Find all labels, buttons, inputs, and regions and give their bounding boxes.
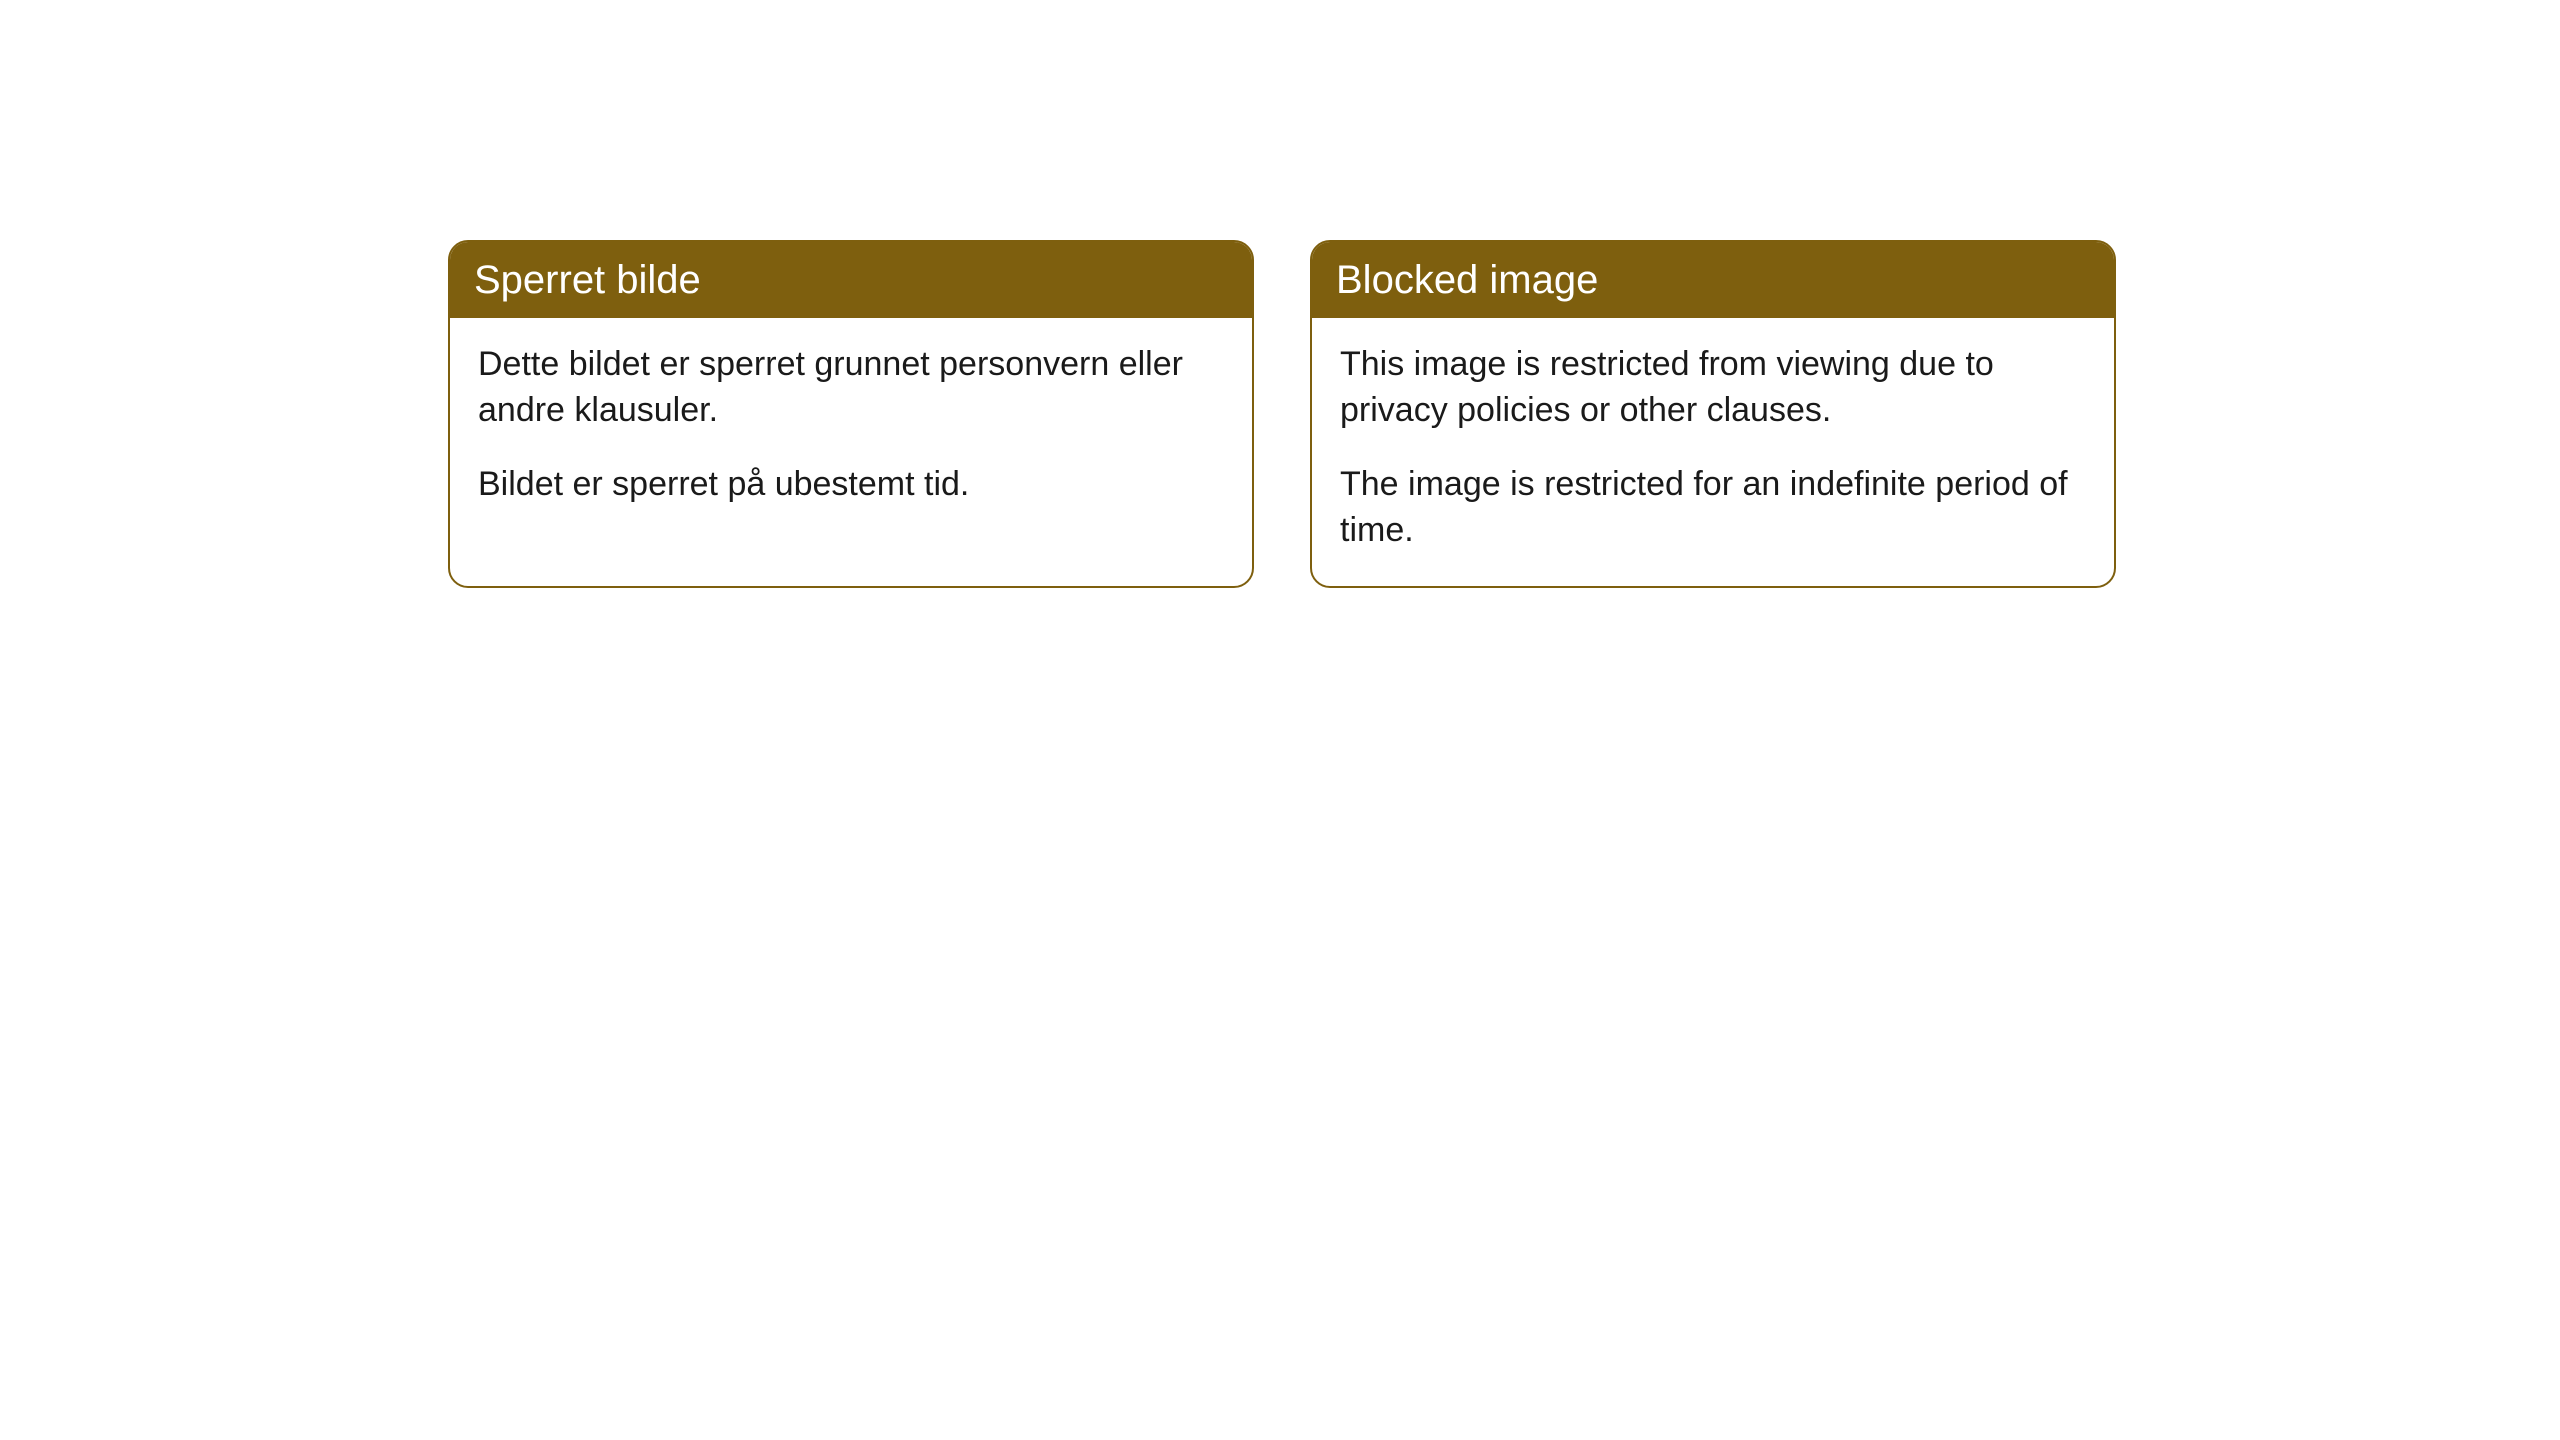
card-header-english: Blocked image [1312, 242, 2114, 318]
card-body-norwegian: Dette bildet er sperret grunnet personve… [450, 318, 1252, 540]
notice-cards-container: Sperret bilde Dette bildet er sperret gr… [448, 240, 2116, 588]
card-body-english: This image is restricted from viewing du… [1312, 318, 2114, 586]
paragraph-text: Bildet er sperret på ubestemt tid. [478, 462, 1224, 508]
card-header-norwegian: Sperret bilde [450, 242, 1252, 318]
paragraph-text: Dette bildet er sperret grunnet personve… [478, 342, 1224, 434]
paragraph-text: The image is restricted for an indefinit… [1340, 462, 2086, 554]
notice-card-norwegian: Sperret bilde Dette bildet er sperret gr… [448, 240, 1254, 588]
paragraph-text: This image is restricted from viewing du… [1340, 342, 2086, 434]
notice-card-english: Blocked image This image is restricted f… [1310, 240, 2116, 588]
